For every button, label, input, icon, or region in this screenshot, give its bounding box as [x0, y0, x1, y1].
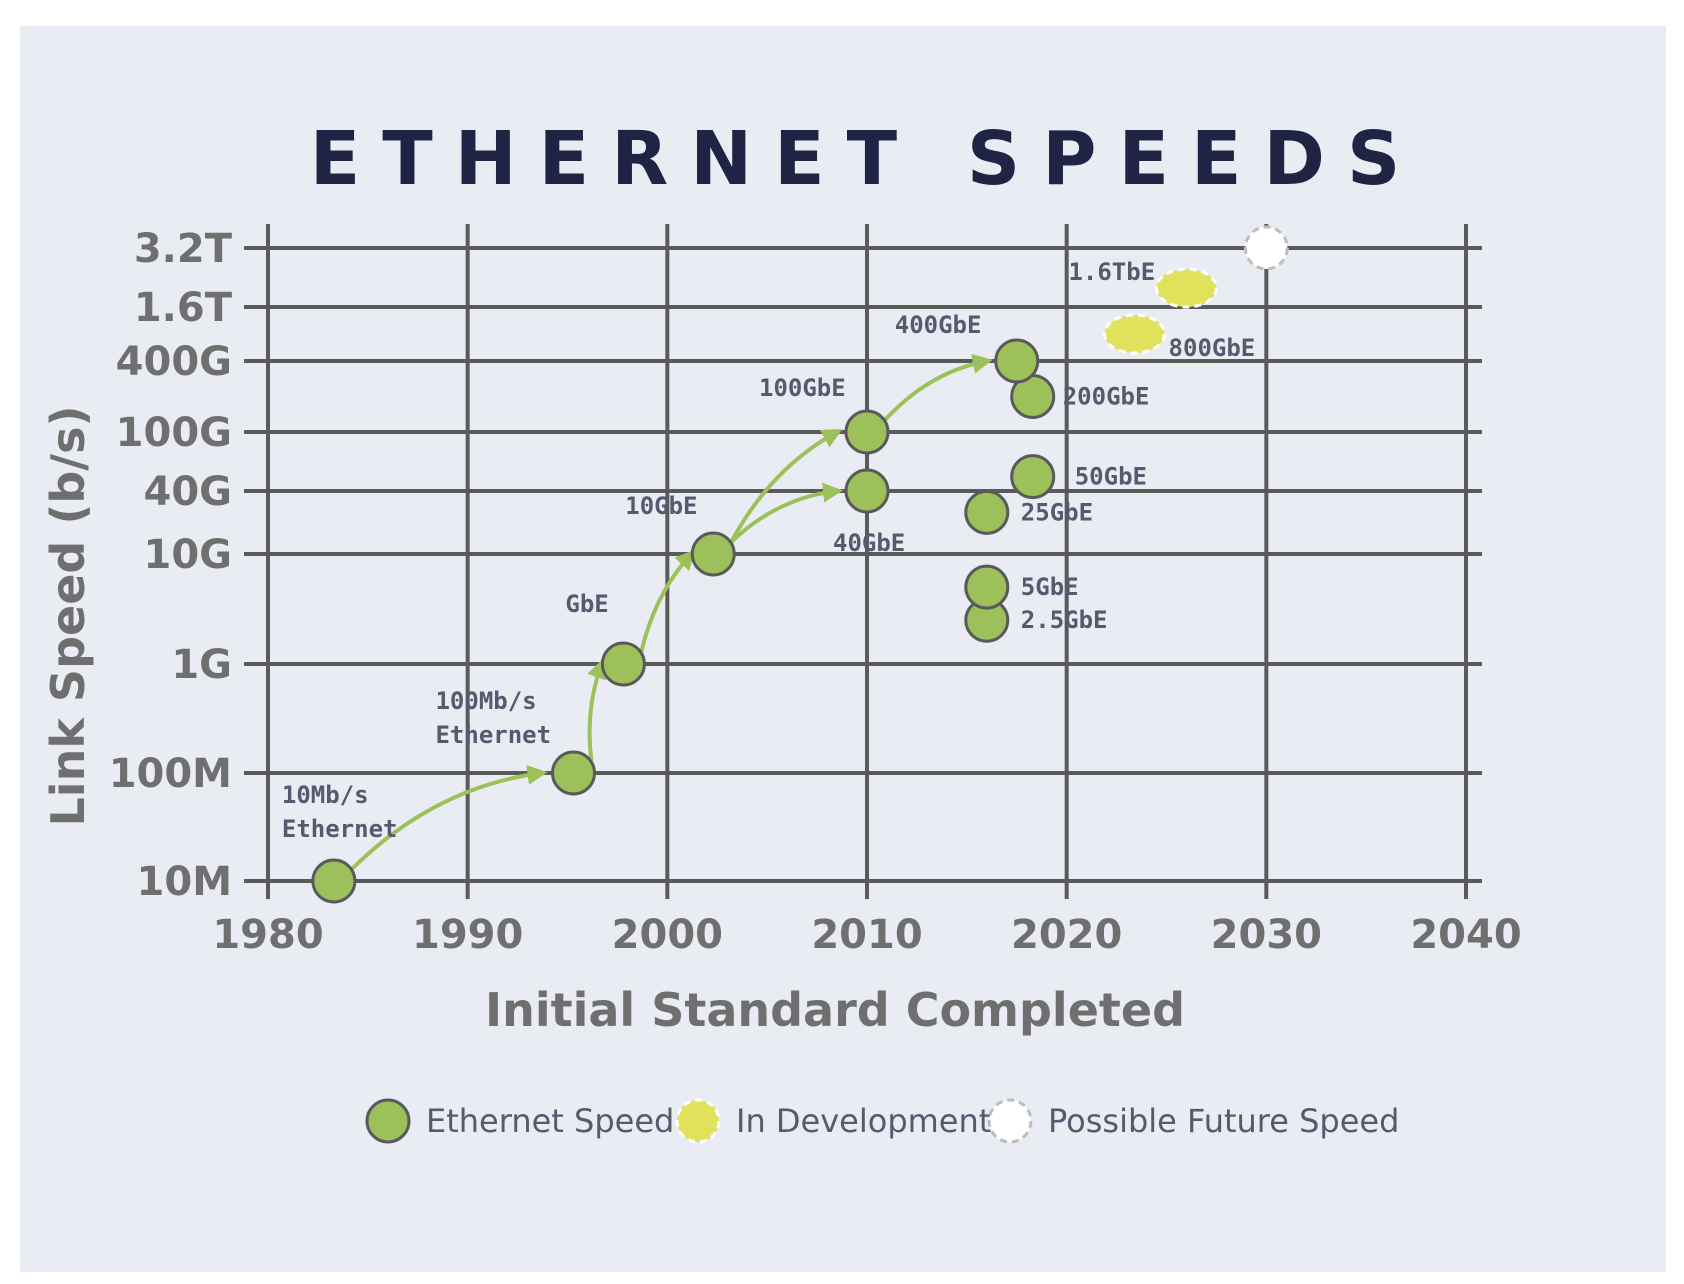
x-tick-label: 2000	[612, 912, 723, 958]
ethernet-speed-point	[1010, 454, 1056, 500]
ethernet-speed-point	[550, 750, 596, 796]
y-tick-label: 10G	[144, 532, 233, 578]
chart-panel: ETHERNET SPEEDS 3.2T 1.6T 400G 100G 40G 10G 1G…	[20, 26, 1666, 1272]
y-tick-label: 400G	[116, 339, 232, 385]
x-tick-label: 2040	[1410, 912, 1521, 958]
ethernet-speed-point	[994, 338, 1040, 384]
point-label-line: 5GbE	[1021, 573, 1079, 601]
trend-arrow	[883, 353, 993, 422]
axis-ticks: 3.2T 1.6T 400G 100G 40G 10G 1G 100M 10M 1980 1990 2…	[109, 226, 1522, 958]
ethernet-speed-point	[964, 564, 1010, 610]
point-label-line: 400GbE	[895, 311, 982, 339]
point-label-line: 100GbE	[759, 374, 846, 402]
y-tick-label: 1.6T	[134, 285, 233, 331]
legend-swatch-future-speed	[987, 1098, 1033, 1144]
trend-arrow	[729, 429, 843, 543]
point-label: 10GbE	[625, 492, 697, 520]
point-label-line: 2.5GbE	[1021, 606, 1108, 634]
point-label-line: 800GbE	[1169, 334, 1256, 362]
in-development-point	[1154, 267, 1218, 309]
point-label: 10Mb/s Ethernet	[282, 781, 398, 843]
y-axis-label: Link Speed (b/s)	[41, 406, 95, 827]
ethernet-speed-point	[844, 409, 890, 455]
x-tick-label: 2020	[1011, 912, 1122, 958]
grid	[244, 224, 1482, 899]
in-development-point	[1103, 313, 1167, 355]
trend-arrow	[350, 764, 548, 871]
point-label: 40GbE	[833, 529, 905, 557]
point-label: 100Mb/s Ethernet	[435, 687, 551, 749]
y-tick-label: 100G	[116, 410, 232, 456]
point-label: 25GbE	[1021, 498, 1093, 526]
point-label: 800GbE	[1169, 334, 1256, 362]
ethernet-speed-point	[964, 489, 1010, 535]
legend-label: Ethernet Speed	[426, 1102, 674, 1140]
point-label-line: 10GbE	[625, 492, 697, 520]
point-label-line: Ethernet	[282, 815, 398, 843]
point-label-line: 25GbE	[1021, 498, 1093, 526]
x-tick-label: 1980	[212, 912, 323, 958]
y-tick-label: 100M	[109, 751, 232, 797]
point-label-line: 10Mb/s	[282, 781, 369, 809]
legend-swatch-ethernet-speed	[365, 1098, 411, 1144]
chart-title: ETHERNET SPEEDS	[310, 116, 1423, 202]
legend: Ethernet Speed In Development Possible Fut…	[365, 1098, 1399, 1144]
trend-arrow	[729, 482, 844, 544]
trend-arrow	[639, 549, 696, 653]
point-label: 200GbE	[1063, 383, 1150, 411]
ethernet-speeds-chart: ETHERNET SPEEDS 3.2T 1.6T 400G 100G 40G 10G 1G…	[41, 116, 1522, 1144]
point-label: 2.5GbE	[1021, 606, 1108, 634]
point-label: 100GbE	[759, 374, 846, 402]
legend-label: Possible Future Speed	[1048, 1102, 1399, 1140]
point-label-line: 100Mb/s	[435, 687, 536, 715]
data-points: 10Mb/s Ethernet 100Mb/s Ethernet GbE 10GbE 40G…	[282, 225, 1289, 904]
x-axis-label: Initial Standard Completed	[485, 983, 1185, 1037]
point-label-line: 50GbE	[1075, 463, 1147, 491]
y-tick-label: 1G	[171, 642, 232, 688]
x-tick-label: 2010	[811, 912, 922, 958]
point-label-line: Ethernet	[435, 721, 551, 749]
trend-arrow	[587, 658, 607, 762]
x-tick-label: 1990	[412, 912, 523, 958]
point-label: 50GbE	[1075, 463, 1147, 491]
ethernet-speed-point	[600, 641, 646, 687]
x-tick-label: 2030	[1211, 912, 1322, 958]
point-label: 1.6TbE	[1068, 258, 1155, 286]
point-label-line: 200GbE	[1063, 383, 1150, 411]
ethernet-speed-point	[690, 531, 736, 577]
ethernet-speed-point	[844, 468, 890, 514]
y-tick-label: 3.2T	[134, 226, 233, 272]
point-label: 5GbE	[1021, 573, 1079, 601]
ethernet-speed-point	[311, 858, 357, 904]
point-label-line: 1.6TbE	[1068, 258, 1155, 286]
point-label: 400GbE	[895, 311, 982, 339]
point-label: GbE	[565, 590, 608, 618]
point-label-line: 40GbE	[833, 529, 905, 557]
legend-label: In Development	[736, 1102, 991, 1140]
y-tick-label: 10M	[137, 859, 232, 905]
point-label-line: GbE	[565, 590, 608, 618]
y-tick-label: 40G	[144, 469, 233, 515]
trend-arrows	[350, 353, 993, 871]
legend-swatch-in-development	[675, 1098, 721, 1144]
future-speed-point	[1243, 225, 1289, 271]
